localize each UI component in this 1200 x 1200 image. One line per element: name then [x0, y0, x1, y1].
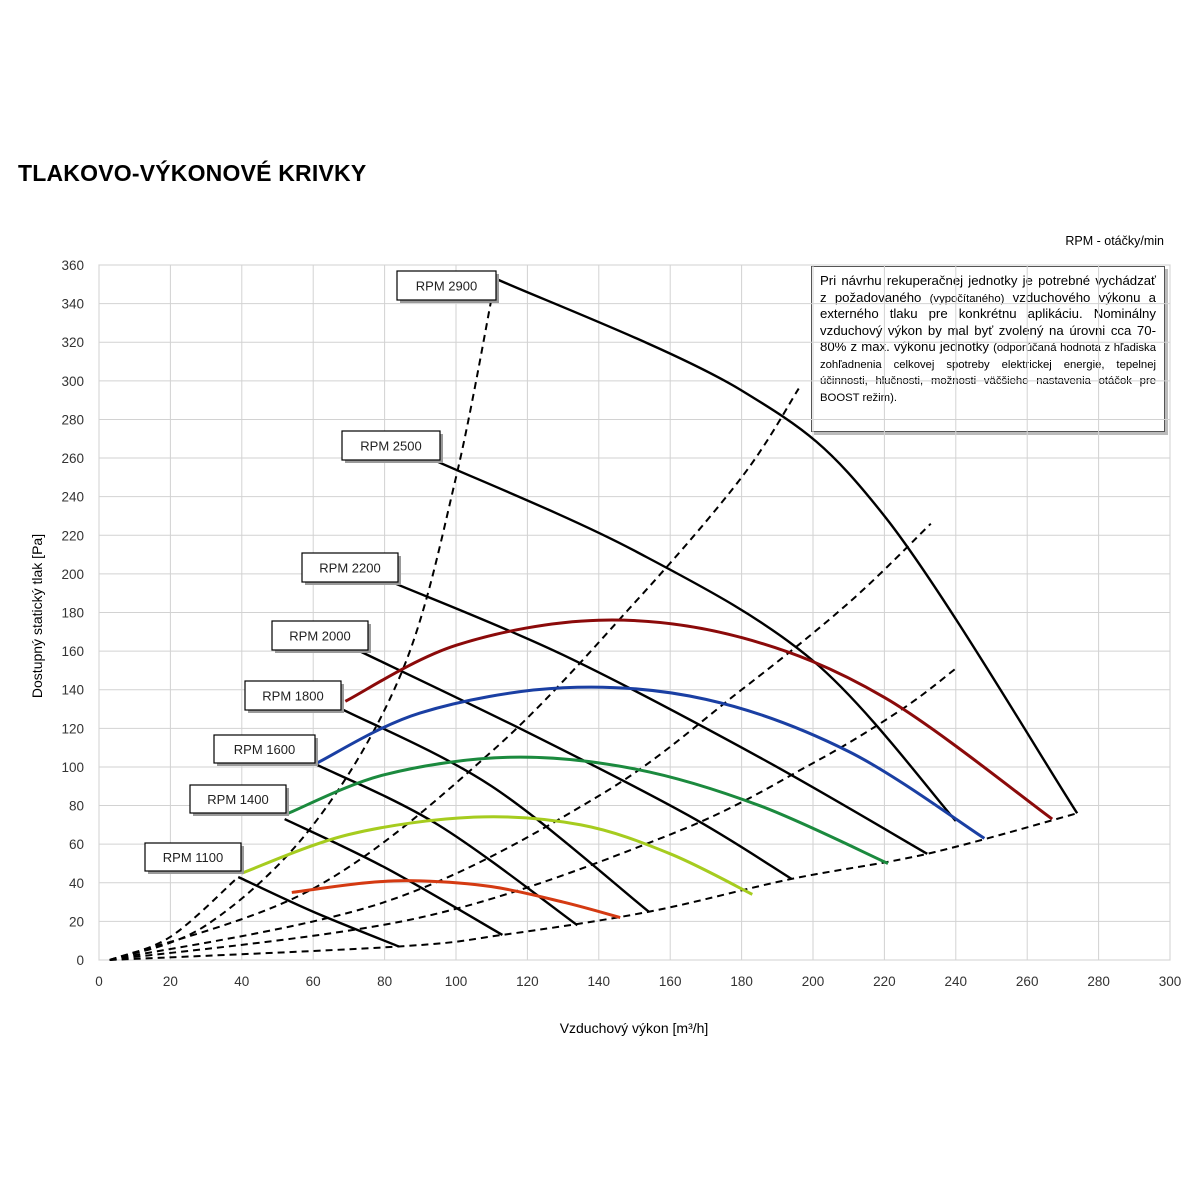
rpm-label-text: RPM 2900 [416, 279, 477, 294]
rpm-label-box [271, 620, 369, 651]
y-tick-label: 40 [69, 876, 84, 891]
note-main-text: Pri návrhu rekuperačnej jednotky je potr… [820, 273, 1156, 305]
y-tick-label: 340 [61, 297, 84, 312]
design-note-box: Pri návrhu rekuperačnej jednotky je potr… [811, 266, 1165, 432]
efficiency-curve [291, 879, 621, 919]
note-small-text-1: (vypočítaného) [929, 292, 1005, 305]
rpm-label-box [396, 270, 497, 301]
y-tick-label: 120 [61, 721, 84, 736]
rpm-label-box [301, 552, 399, 583]
x-tick-label: 120 [516, 974, 539, 989]
efficiency-curve [287, 755, 889, 865]
y-tick-label: 20 [69, 914, 84, 929]
rpm-label-box [144, 842, 242, 872]
rpm-label-box [213, 734, 316, 764]
y-tick-label: 100 [61, 760, 84, 775]
x-tick-label: 180 [730, 974, 753, 989]
y-tick-label: 300 [61, 374, 84, 389]
system-curve [109, 812, 1078, 961]
y-tick-label: 240 [61, 490, 84, 505]
y-tick-label: 280 [61, 412, 84, 427]
efficiency-curve [344, 618, 1054, 821]
x-tick-label: 40 [234, 974, 249, 989]
system-curve [109, 876, 239, 961]
rpm-curve [359, 650, 793, 880]
grid [98, 264, 1171, 961]
rpm-curve [494, 277, 1079, 814]
rpm-curve [394, 582, 928, 855]
efficiency-curves [241, 618, 1054, 919]
x-tick-label: 140 [588, 974, 611, 989]
x-tick-label: 300 [1159, 974, 1182, 989]
x-tick-label: 80 [377, 974, 392, 989]
rpm-curve [284, 817, 504, 936]
rpm-curves [237, 277, 1079, 948]
x-tick-label: 160 [659, 974, 682, 989]
rpm-label-box [341, 430, 441, 461]
x-tick-label: 280 [1087, 974, 1110, 989]
rpm-unit-note: RPM - otáčky/min [1065, 234, 1164, 248]
y-tick-label: 320 [61, 335, 84, 350]
y-tick-label: 80 [69, 799, 84, 814]
rpm-label-text: RPM 2000 [289, 629, 350, 644]
rpm-label-box [189, 784, 287, 814]
x-tick-label: 60 [306, 974, 321, 989]
rpm-label-box [244, 680, 342, 711]
rpm-curve [312, 762, 579, 927]
rpm-label-text: RPM 1600 [234, 742, 295, 757]
y-tick-label: 60 [69, 837, 84, 852]
x-tick-label: 20 [163, 974, 178, 989]
x-tick-label: 220 [873, 974, 896, 989]
rpm-label-text: RPM 2500 [360, 439, 421, 454]
rpm-label-text: RPM 1400 [207, 792, 268, 807]
x-tick-label: 240 [945, 974, 968, 989]
y-axis-label: Dostupný statický tlak [Pa] [29, 534, 45, 698]
system-curve [109, 667, 957, 961]
axis-ticks: 0 20 40 60 80 100 120 140 160 180 200 220 240 260 280 3… [61, 258, 1181, 989]
system-curve [109, 388, 800, 961]
rpm-labels: RPM 1100 RPM 1400 RPM 1600 RPM 1800 RPM 2000… [144, 270, 499, 874]
y-tick-label: 180 [61, 606, 84, 621]
y-tick-label: 200 [61, 567, 84, 582]
x-tick-label: 260 [1016, 974, 1039, 989]
efficiency-curve [241, 815, 753, 896]
y-tick-label: 0 [76, 953, 84, 968]
x-tick-label: 200 [802, 974, 825, 989]
y-tick-label: 140 [61, 683, 84, 698]
x-tick-label: 0 [95, 974, 103, 989]
system-curves [109, 278, 1078, 961]
rpm-label-text: RPM 1800 [262, 689, 323, 704]
x-tick-label: 100 [445, 974, 468, 989]
y-tick-label: 360 [61, 258, 84, 273]
chart-title: TLAKOVO-VÝKONOVÉ KRIVKY [18, 160, 367, 186]
rpm-curve [237, 875, 400, 948]
y-tick-label: 160 [61, 644, 84, 659]
rpm-curve [341, 707, 650, 913]
rpm-curve [437, 460, 957, 822]
efficiency-curve [316, 685, 986, 840]
note-main-text-2: vzduchového výkonu a externého tlaku pre… [820, 289, 1156, 355]
rpm-label-text: RPM 1100 [163, 850, 223, 865]
rpm-label-text: RPM 2200 [319, 561, 380, 576]
system-curve [109, 278, 497, 961]
y-tick-label: 220 [61, 528, 84, 543]
y-tick-label: 260 [61, 451, 84, 466]
x-axis-label: Vzduchový výkon [m³/h] [560, 1020, 709, 1036]
